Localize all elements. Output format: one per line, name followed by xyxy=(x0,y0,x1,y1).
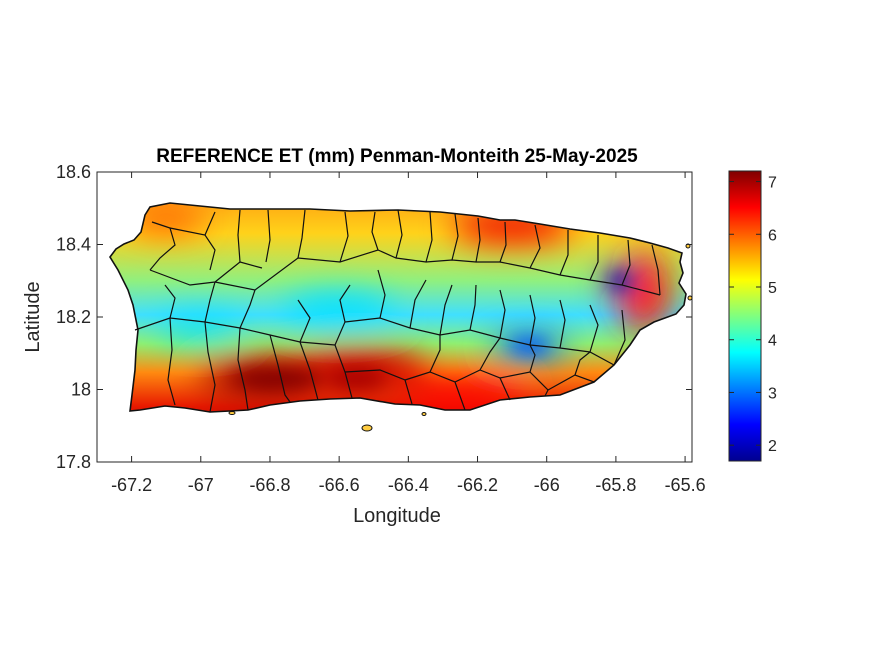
municipal-boundary xyxy=(214,249,661,296)
municipal-boundary xyxy=(371,211,379,251)
municipal-boundary xyxy=(204,281,216,323)
municipal-boundary xyxy=(269,334,291,403)
municipal-boundary xyxy=(451,213,459,261)
y-axis: 18.6 18.4 18.2 18 17.8 xyxy=(56,162,692,472)
coldspot xyxy=(158,315,243,340)
municipal-boundary xyxy=(529,224,541,269)
municipal-boundary xyxy=(589,235,599,281)
y-tick-label: 18.6 xyxy=(56,162,91,182)
x-tick-label: -65.6 xyxy=(665,475,706,495)
x-tick-label: -67 xyxy=(188,475,214,495)
hotspot-core xyxy=(231,368,322,389)
municipal-boundary xyxy=(377,269,386,319)
municipal-boundary xyxy=(149,261,241,286)
municipal-boundary xyxy=(204,211,216,236)
offshore-island xyxy=(421,412,427,416)
municipal-boundary xyxy=(559,230,569,276)
municipal-boundary xyxy=(297,299,311,343)
municipal-boundary xyxy=(439,284,453,336)
municipal-boundary xyxy=(169,227,216,271)
municipal-boundary xyxy=(204,321,216,413)
colorbar-tick-label: 2 xyxy=(768,438,777,455)
municipal-boundary xyxy=(469,284,477,331)
municipal-boundary xyxy=(425,211,433,263)
municipal-boundary xyxy=(239,289,256,329)
y-tick-label: 18.2 xyxy=(56,307,91,327)
municipal-boundary xyxy=(334,284,351,346)
municipal-boundary xyxy=(265,209,271,263)
y-tick-label: 18 xyxy=(71,380,91,400)
municipal-boundary xyxy=(499,221,507,263)
municipal-boundary xyxy=(559,299,566,349)
x-axis-label: Longitude xyxy=(353,505,441,527)
small-islands xyxy=(228,243,693,432)
municipal-boundary xyxy=(299,341,319,401)
municipal-boundary xyxy=(344,369,413,405)
municipal-boundary xyxy=(479,337,501,371)
colorbar xyxy=(728,170,762,462)
y-axis-label: Latitude xyxy=(22,281,44,352)
municipal-boundary xyxy=(339,211,349,263)
hotspot-core xyxy=(326,368,387,389)
municipal-boundary xyxy=(574,351,591,376)
municipal-boundary xyxy=(164,284,176,319)
municipal-boundary xyxy=(499,289,506,339)
municipal-boundary xyxy=(475,217,481,263)
municipal-boundary xyxy=(529,294,536,346)
colorbar-tick-label: 6 xyxy=(768,227,777,244)
x-tick-label: -66.6 xyxy=(319,475,360,495)
colorbar-tick-label: 3 xyxy=(768,385,777,402)
offshore-island xyxy=(687,295,693,301)
chart-title: REFERENCE ET (mm) Penman-Monteith 25-May… xyxy=(156,146,638,167)
island-coastline xyxy=(109,202,687,413)
colorbar-tick-label: 7 xyxy=(768,175,777,192)
offshore-island xyxy=(361,424,373,432)
municipal-boundary xyxy=(297,209,306,259)
coldspot-core xyxy=(609,272,630,289)
colorbar-ticks: 7 6 5 4 3 2 xyxy=(729,175,777,455)
colorbar-tick-label: 5 xyxy=(768,280,777,297)
municipal-boundary xyxy=(404,371,466,411)
municipal-boundary xyxy=(589,304,599,353)
municipal-boundary xyxy=(237,209,263,269)
x-tick-label: -66 xyxy=(534,475,560,495)
municipal-boundary xyxy=(651,244,661,296)
municipal-boundary xyxy=(621,239,631,286)
municipal-boundary xyxy=(395,209,403,259)
municipal-boundary xyxy=(499,371,549,397)
coldspot xyxy=(284,293,395,326)
municipal-boundary xyxy=(529,344,536,373)
y-tick-label: 17.8 xyxy=(56,452,91,472)
x-tick-label: -66.2 xyxy=(457,475,498,495)
y-tick-label: 18.4 xyxy=(56,235,91,255)
municipal-boundary xyxy=(237,327,249,411)
municipal-boundary xyxy=(613,309,626,366)
municipal-boundary xyxy=(409,279,427,329)
municipal-boundaries xyxy=(134,209,661,413)
municipal-boundary xyxy=(344,317,615,366)
offshore-island xyxy=(228,411,236,415)
municipal-boundary xyxy=(167,317,176,406)
x-tick-label: -65.8 xyxy=(595,475,636,495)
municipal-boundary xyxy=(149,221,176,271)
municipal-boundary xyxy=(454,369,511,401)
colorbar-tick-label: 4 xyxy=(768,333,777,350)
x-axis: -67.2 -67 -66.8 -66.6 -66.4 -66.2 -66 -65.8 -65.… xyxy=(111,172,706,495)
x-tick-label: -66.4 xyxy=(388,475,429,495)
x-tick-label: -66.8 xyxy=(249,475,290,495)
x-tick-label: -67.2 xyxy=(111,475,152,495)
municipal-boundary xyxy=(429,335,441,373)
